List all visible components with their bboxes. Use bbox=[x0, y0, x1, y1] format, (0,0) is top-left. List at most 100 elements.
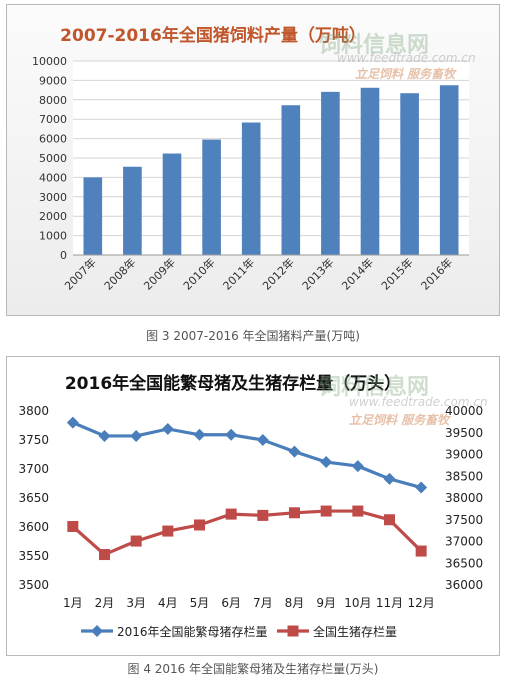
data-point-marker bbox=[352, 505, 364, 517]
x-tick-label: 1月 bbox=[63, 596, 83, 610]
y-right-tick-label: 38000 bbox=[445, 491, 483, 505]
x-tick-label: 11月 bbox=[376, 596, 403, 610]
legend-label: 全国生猪存栏量 bbox=[313, 624, 397, 639]
y-tick-label: 8000 bbox=[39, 94, 67, 107]
y-tick-label: 7000 bbox=[39, 113, 67, 126]
figure-3-caption: 图 3 2007-2016 年全国猪料产量(万吨) bbox=[146, 329, 360, 343]
y-left-tick-label: 3600 bbox=[18, 520, 49, 534]
legend-label: 2016年全国能繁母猪存栏量 bbox=[117, 624, 268, 639]
data-point-marker bbox=[415, 481, 428, 494]
bar bbox=[321, 91, 340, 255]
y-left-tick-label: 3500 bbox=[18, 578, 49, 592]
x-tick-label: 2012年 bbox=[259, 255, 296, 292]
y-left-tick-label: 3800 bbox=[18, 404, 49, 418]
y-right-tick-label: 37500 bbox=[445, 513, 483, 527]
x-tick-label: 2月 bbox=[95, 596, 115, 610]
y-tick-label: 9000 bbox=[39, 74, 67, 87]
line-chart: 3500 3550 3600 3650 3700 3750 3800 36000 36500 37… bbox=[18, 404, 483, 639]
data-point-marker bbox=[288, 445, 301, 458]
data-point-marker bbox=[66, 416, 79, 429]
bar bbox=[241, 122, 261, 255]
y-right-tick-label: 37000 bbox=[445, 535, 483, 549]
x-tick-label: 6月 bbox=[221, 596, 241, 610]
bar bbox=[360, 87, 380, 255]
watermark-brand: 饲料信息网 bbox=[319, 33, 430, 58]
data-point-marker bbox=[289, 507, 300, 519]
x-tick-label: 2009年 bbox=[141, 255, 178, 292]
pig-inventory-chart-panel: 2016年全国能繁母猪及生猪存栏量（万头） 3500 3550 3600 3650 37… bbox=[6, 356, 500, 656]
y-tick-label: 0 bbox=[60, 249, 67, 262]
x-tick-label: 2014年 bbox=[339, 255, 376, 292]
y-left-tick-label: 3650 bbox=[18, 491, 49, 505]
x-tick-label: 8月 bbox=[285, 596, 305, 610]
data-point-marker bbox=[256, 434, 269, 446]
data-point-marker bbox=[257, 509, 269, 521]
x-tick-label: 12月 bbox=[408, 596, 435, 610]
y-left-tick-label: 3750 bbox=[18, 433, 49, 447]
data-point-marker bbox=[384, 514, 395, 526]
data-point-marker bbox=[320, 505, 332, 517]
y-right-tick-label: 36500 bbox=[445, 556, 483, 570]
series-line bbox=[72, 421, 422, 490]
x-tick-label: 5月 bbox=[190, 596, 210, 610]
y-tick-label: 5000 bbox=[39, 152, 67, 165]
data-point-marker bbox=[383, 472, 396, 485]
x-tick-label: 3月 bbox=[126, 596, 146, 610]
x-tick-label: 2013年 bbox=[299, 255, 336, 292]
bar bbox=[439, 85, 459, 255]
bar bbox=[281, 105, 301, 256]
y-left-tick-label: 3550 bbox=[18, 549, 49, 563]
data-point-marker bbox=[225, 508, 237, 520]
bar bbox=[83, 177, 103, 255]
x-tick-label: 4月 bbox=[158, 596, 178, 610]
data-point-marker bbox=[98, 429, 111, 442]
y-right-tick-label: 40000 bbox=[445, 404, 483, 418]
x-tick-label: 2007年 bbox=[61, 255, 98, 292]
data-point-marker bbox=[162, 525, 174, 537]
y-right-tick-label: 39500 bbox=[445, 426, 483, 440]
legend-marker bbox=[287, 625, 299, 637]
series-line bbox=[71, 509, 423, 557]
bar bbox=[162, 153, 182, 255]
watermark-brand: 饲料信息网 bbox=[319, 375, 430, 400]
x-tick-label: 2011年 bbox=[220, 255, 257, 292]
y-tick-label: 1000 bbox=[39, 230, 67, 243]
data-point-marker bbox=[225, 428, 238, 441]
legend-marker bbox=[91, 625, 103, 637]
y-left-tick-label: 3700 bbox=[18, 462, 49, 476]
y-tick-label: 10000 bbox=[32, 55, 67, 68]
bar-chart: 0 1000 2000 3000 4000 5000 6000 7000 8000 9000 100… bbox=[32, 55, 469, 293]
x-tick-label: 2010年 bbox=[180, 255, 217, 292]
y-right-tick-label: 36000 bbox=[445, 578, 483, 592]
watermark-slogan: 立足饲料 服务畜牧 bbox=[355, 67, 456, 81]
chart-title: 2016年全国能繁母猪及生猪存栏量（万头） bbox=[64, 374, 402, 394]
y-tick-label: 6000 bbox=[39, 133, 67, 146]
bar bbox=[123, 166, 142, 255]
y-tick-label: 3000 bbox=[39, 191, 67, 204]
bar bbox=[400, 93, 419, 255]
data-point-marker bbox=[99, 549, 110, 561]
y-tick-label: 4000 bbox=[39, 171, 67, 184]
x-tick-label: 2015年 bbox=[378, 255, 415, 292]
data-point-marker bbox=[130, 535, 142, 547]
data-point-marker bbox=[415, 545, 427, 557]
data-point-marker bbox=[161, 422, 174, 435]
watermark-slogan: 立足饲料 服务畜牧 bbox=[349, 413, 450, 427]
chart-title: 2007-2016年全国猪饲料产量（万吨） bbox=[60, 26, 366, 46]
x-tick-label: 9月 bbox=[316, 596, 336, 610]
x-tick-label: 2016年 bbox=[418, 255, 455, 292]
data-point-marker bbox=[130, 429, 143, 442]
data-point-marker bbox=[351, 460, 364, 473]
data-point-marker bbox=[193, 428, 206, 441]
watermark-url: www.feedtrade.com.cn bbox=[349, 395, 488, 409]
data-point-marker bbox=[194, 519, 205, 531]
y-right-tick-label: 38500 bbox=[445, 469, 483, 483]
data-point-marker bbox=[320, 456, 333, 469]
x-tick-label: 7月 bbox=[253, 596, 273, 610]
x-tick-label: 10月 bbox=[344, 596, 371, 610]
y-right-tick-label: 39000 bbox=[445, 448, 483, 462]
figure-4-caption: 图 4 2016 年全国能繁母猪及生猪存栏量(万头) bbox=[127, 662, 379, 676]
watermark-url: www.feedtrade.com.cn bbox=[337, 51, 476, 65]
y-tick-label: 2000 bbox=[39, 210, 67, 223]
bar bbox=[202, 139, 221, 255]
